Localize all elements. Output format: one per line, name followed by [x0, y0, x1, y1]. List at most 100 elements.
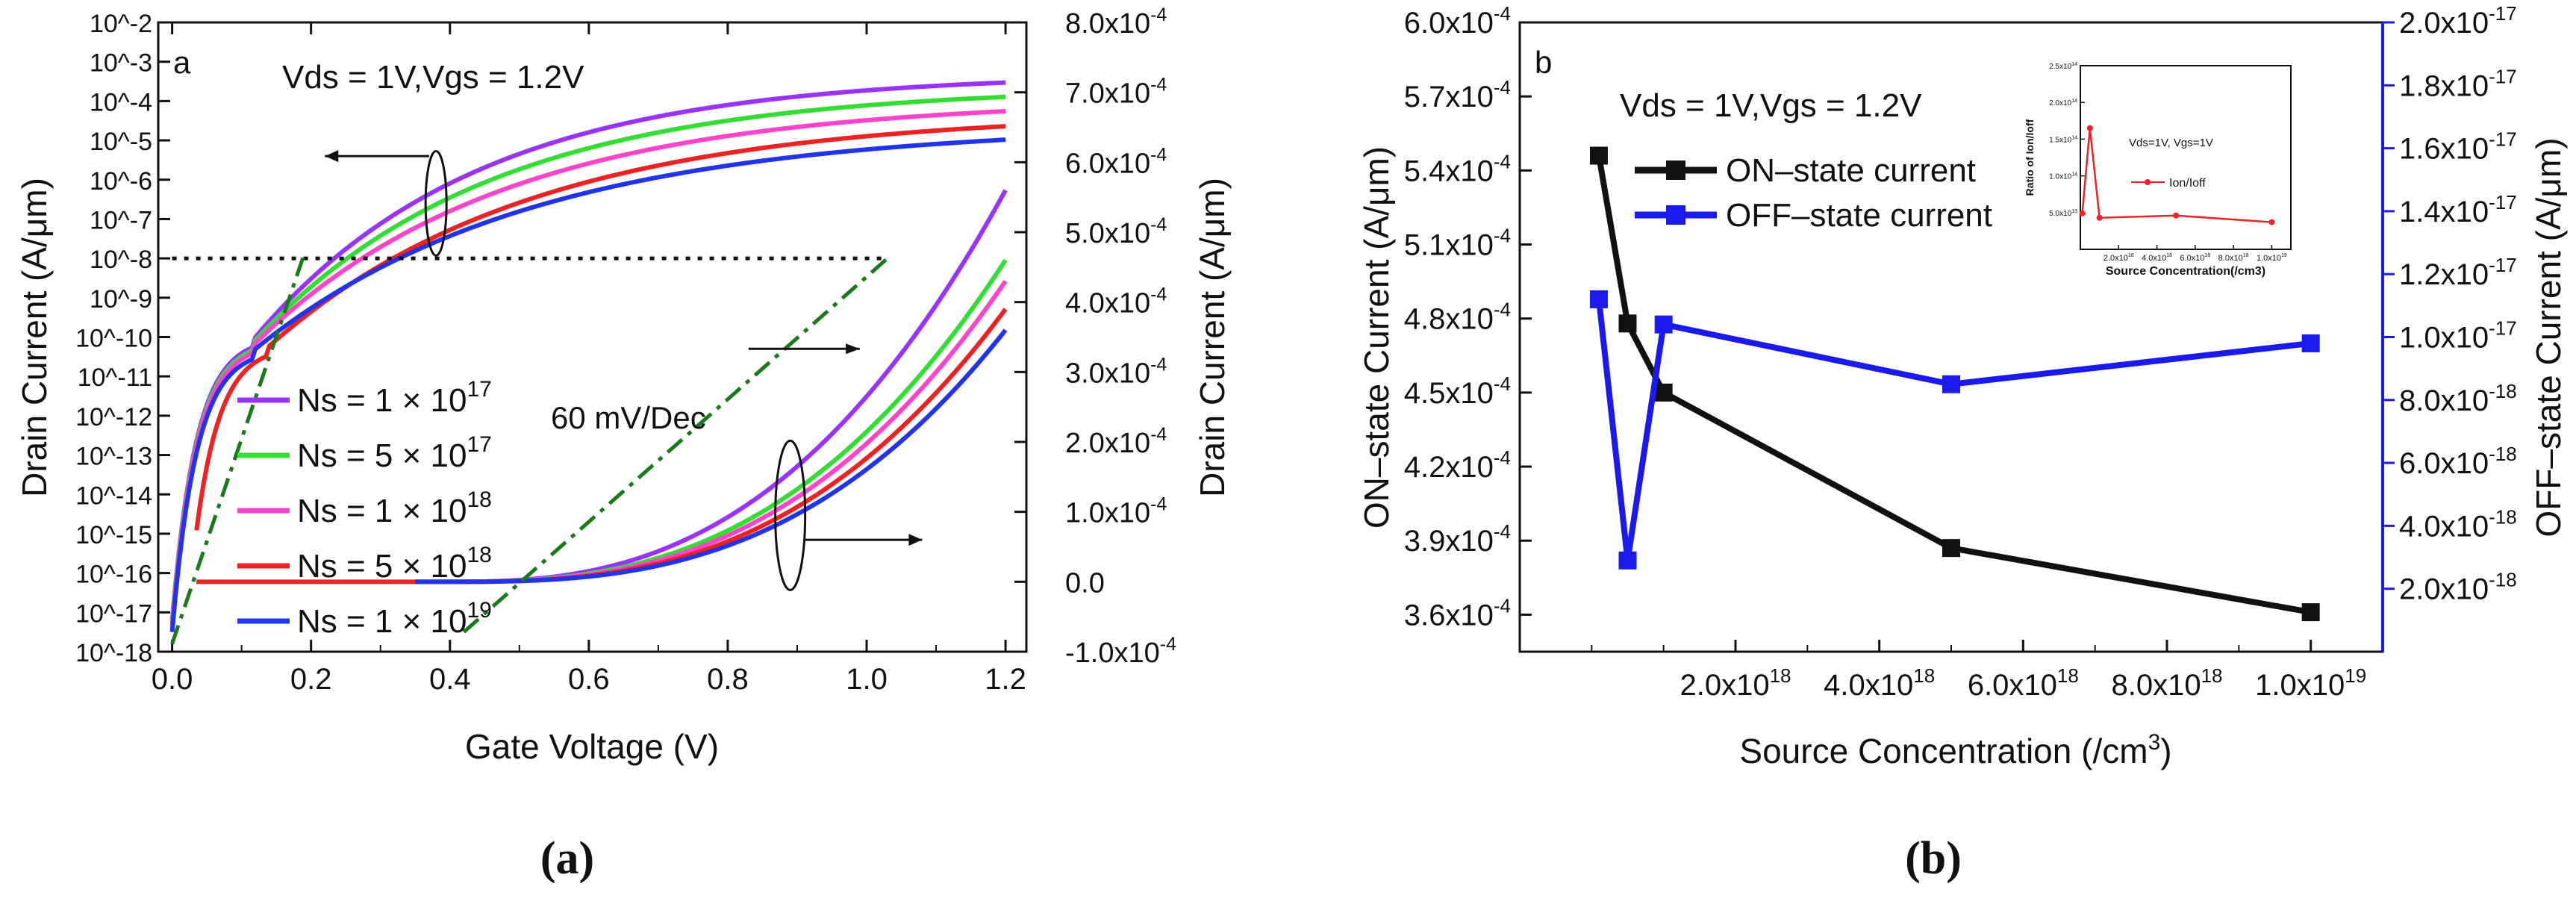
curve-linear-1: [415, 189, 1008, 585]
series-marker-2: [1942, 375, 1960, 393]
y2-tick-label-base: 8.0x10: [1065, 8, 1150, 40]
legend-on-state-label: ON–state current: [1726, 152, 1976, 189]
y-tick-label-base: 4.5x10: [1404, 377, 1494, 410]
curve-log-5: [169, 137, 1006, 632]
y2-tick-label-exp: -4: [1160, 634, 1176, 655]
legend-label-base: Ns = 5 × 10: [297, 437, 467, 474]
y2-tick-label: 6.0x10-18: [2399, 443, 2517, 480]
y2-tick-label-base: 1.0x10: [2399, 322, 2489, 355]
y2-tick-label: 4.0x10-18: [2399, 505, 2517, 543]
x-tick-label-base: 8.0x10: [2111, 669, 2201, 702]
y2-tick-label: 0.0: [1065, 567, 1105, 599]
y2-tick-label-base: 4.0x10: [2399, 510, 2489, 543]
y2-tick-label: 4.0x10-4: [1065, 284, 1167, 320]
inset-annotation: Vds=1V, Vgs=1V: [2129, 137, 2213, 149]
y-tick-label-base: 4.2x10: [1404, 451, 1494, 484]
y-tick-label: 10^-9: [90, 285, 152, 314]
inset-y-tick-label-base: 1.0x10: [2049, 173, 2071, 181]
inset-x-tick-label-exp: 18: [2243, 253, 2249, 258]
legend-label-1: Ns = 1 × 1017: [297, 377, 492, 419]
inset-y-tick-label-exp: 14: [2071, 62, 2077, 67]
y2-tick-label-exp: -17: [2489, 65, 2517, 87]
inset-series-marker: [2096, 214, 2103, 221]
y2-tick-label-base: 2.0x10: [1065, 428, 1150, 459]
series-marker-1: [2301, 603, 2320, 622]
legend-label-base: Ns = 1 × 10: [297, 382, 467, 419]
y2-tick-label-base: 2.0x10: [2399, 573, 2489, 606]
slope-line-2: [462, 257, 889, 634]
y2-tick-label: 1.0x10-4: [1065, 494, 1167, 529]
series-marker-2: [1589, 290, 1608, 308]
inset-x-tick-label-exp: 18: [2204, 253, 2210, 258]
y-tick-label-base: 10^-4: [90, 88, 152, 116]
inset-x-tick-label-base: 8.0x10: [2218, 254, 2243, 263]
y-tick-label-base: 3.6x10: [1404, 599, 1494, 632]
x-tick-label-exp: 18: [1913, 664, 1935, 687]
y-tick-label-base: 5.1x10: [1404, 229, 1494, 262]
y-tick-label: 10^-2: [90, 10, 152, 38]
curve-log-3: [169, 109, 1006, 627]
legend-label-base: Ns = 1 × 10: [297, 493, 467, 529]
curve-linear-2: [415, 258, 1008, 585]
y2-tick-label-base: 1.8x10: [2399, 69, 2489, 102]
y-tick-label: 10^-7: [90, 206, 152, 234]
y2-tick-label: 1.0x10-17: [2399, 317, 2517, 355]
curve-log-2: [169, 94, 1006, 624]
y2-tick-label: 8.0x10-4: [1065, 4, 1167, 40]
panel-b-x-axis-label: Source Concentration (/cm3): [1739, 730, 2171, 770]
legend-label-base: Ns = 5 × 10: [297, 548, 467, 585]
legend-on-state-marker: [1666, 160, 1685, 180]
y2-tick-label-base: 1.2x10: [2399, 258, 2489, 291]
y2-tick-label-base: -1.0x10: [1065, 638, 1160, 669]
x-tick-label: 4.0x1018: [1824, 664, 1935, 702]
slope-line-1: [170, 254, 306, 645]
inset-x-tick-label-base: 2.0x10: [2103, 254, 2128, 263]
legend-off-state-marker: [1666, 205, 1685, 225]
y-tick-label-base: 10^-12: [75, 403, 152, 431]
inset-y-tick-label: 1.5x1014: [2049, 135, 2077, 144]
y2-tick-label-base: 1.0x10: [1065, 498, 1150, 529]
y-tick-label: 10^-17: [75, 599, 152, 628]
panel-a-x-tick-labels: 0.0 0.2 0.4 0.6 0.8 1.0 1.2: [152, 663, 1026, 696]
y2-tick-label-base: 2.0x10: [2399, 7, 2489, 40]
panel-b-inset: 5.0x10131.0x10141.5x10142.0x10142.5x1014…: [2024, 62, 2292, 278]
y-tick-label: 3.6x10-4: [1404, 594, 1511, 632]
panel-a-y-axis-label: Drain Current (A/μm): [15, 178, 54, 497]
y-tick-label: 10^-3: [90, 49, 152, 78]
x-tick-label: 1.2: [985, 663, 1026, 696]
y2-tick-label-exp: -4: [1150, 354, 1167, 375]
y-tick-label-base: 10^-8: [90, 246, 152, 274]
x-tick-label: 0.0: [152, 663, 193, 696]
inset-x-axis-label: Source Concentration(/cm3): [2106, 265, 2265, 278]
panel-a-annotations: [170, 149, 923, 645]
y-tick-label: 5.7x10-4: [1404, 76, 1511, 113]
x-tick-label: 1.0: [846, 663, 888, 696]
legend-label-exp: 18: [467, 543, 491, 567]
legend-label-2: Ns = 5 × 1017: [297, 432, 492, 474]
log-curves-ellipse: [424, 149, 448, 257]
y2-tick-label-exp: -4: [1150, 75, 1167, 96]
panel-a-y2-tick-labels: -1.0x10-40.01.0x10-42.0x10-43.0x10-44.0x…: [1065, 4, 1176, 669]
y-tick-label-base: 10^-10: [75, 325, 152, 353]
panel-b: 3.6x10-43.9x10-44.2x10-44.5x10-44.8x10-4…: [1357, 2, 2568, 770]
y2-tick-label-exp: -18: [2489, 505, 2517, 528]
y2-tick-label-exp: -4: [1150, 4, 1167, 25]
y2-tick-label: 1.4x10-17: [2399, 191, 2517, 228]
legend-label-exp: 17: [467, 377, 491, 402]
legend-label-exp: 18: [467, 487, 491, 512]
inset-x-tick-label-exp: 19: [2281, 253, 2287, 258]
series-marker-1: [1654, 383, 1673, 402]
panel-b-x-tick-labels: 2.0x1018 4.0x1018 6.0x1018 8.0x1018 1.0x1019: [1680, 664, 2366, 702]
y2-tick-label-base: 4.0x10: [1065, 288, 1150, 320]
y2-tick-label: 1.8x10-17: [2399, 65, 2517, 102]
y-tick-label-exp: -4: [1494, 299, 1511, 321]
panel-b-x-axis-label-end: ): [2160, 732, 2171, 770]
panel-a-ticks: [158, 21, 1026, 653]
panel-b-series: [1589, 146, 2320, 622]
legend-label-3: Ns = 1 × 1018: [297, 487, 492, 529]
curve-log-1: [169, 80, 1006, 621]
series-line-2: [1595, 299, 2312, 561]
inset-series-marker: [2173, 212, 2180, 219]
